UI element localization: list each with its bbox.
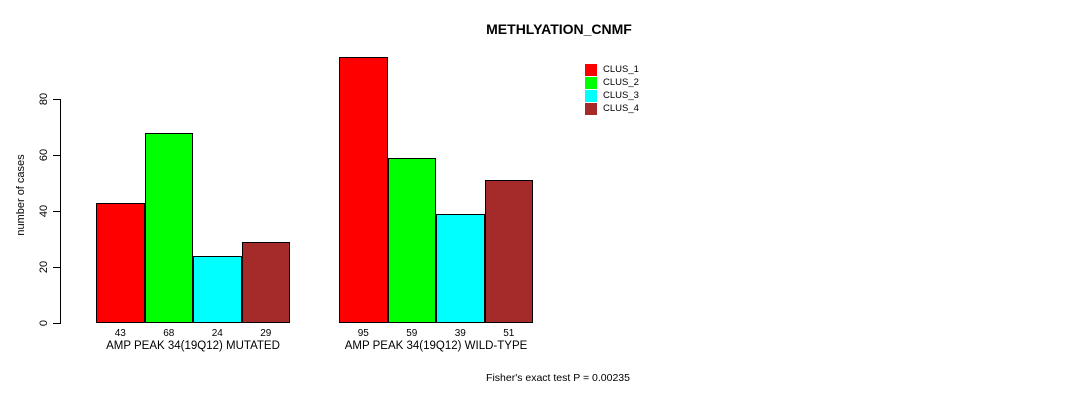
legend-label: CLUS_4 <box>603 103 639 114</box>
bar-value-label: 95 <box>357 328 369 339</box>
x-group-label: AMP PEAK 34(19Q12) MUTATED <box>106 340 280 352</box>
legend-swatch-icon <box>585 89 597 102</box>
legend-item-clus_2: CLUS_2 <box>585 76 639 89</box>
bar-value-label: 51 <box>503 328 515 339</box>
bar-value-label: 59 <box>406 328 418 339</box>
bar-value-label: 24 <box>211 328 223 339</box>
y-axis-tick <box>53 267 60 268</box>
bar-value-label: 39 <box>454 328 466 339</box>
bar-value-label: 29 <box>260 328 272 339</box>
bar-clus_3 <box>193 256 242 323</box>
fisher-test-annotation: Fisher's exact test P = 0.00235 <box>486 372 630 384</box>
bar-clus_3 <box>436 214 485 323</box>
legend-swatch-icon <box>585 76 597 89</box>
y-axis-tick <box>53 99 60 100</box>
legend-label: CLUS_2 <box>603 77 639 88</box>
legend-item-clus_1: CLUS_1 <box>585 63 639 76</box>
y-axis-tick-label: 20 <box>38 260 50 274</box>
legend-item-clus_4: CLUS_4 <box>585 102 639 115</box>
bar-clus_4 <box>484 180 533 323</box>
y-axis-label: number of cases <box>15 154 27 236</box>
y-axis-line <box>60 99 61 324</box>
bar-clus_1 <box>339 57 388 323</box>
y-axis-tick <box>53 323 60 324</box>
legend-label: CLUS_3 <box>603 90 639 101</box>
bar-clus_1 <box>96 203 145 323</box>
bar-clus_2 <box>144 133 193 323</box>
bar-clus_2 <box>387 158 436 323</box>
legend: CLUS_1 CLUS_2 CLUS_3 CLUS_4 <box>585 63 639 115</box>
bar-value-label: 43 <box>114 328 126 339</box>
chart-title: METHLYATION_CNMF <box>486 21 632 37</box>
y-axis-tick-label: 80 <box>38 92 50 106</box>
bar-value-label: 68 <box>163 328 175 339</box>
y-axis-tick-label: 0 <box>38 319 50 327</box>
bar-clus_4 <box>241 242 290 323</box>
y-axis-tick-label: 40 <box>38 204 50 218</box>
x-group-label: AMP PEAK 34(19Q12) WILD-TYPE <box>344 340 528 352</box>
legend-swatch-icon <box>585 63 597 76</box>
legend-item-clus_3: CLUS_3 <box>585 89 639 102</box>
y-axis-tick <box>53 155 60 156</box>
y-axis-tick <box>53 211 60 212</box>
y-axis-tick-label: 60 <box>38 148 50 162</box>
legend-swatch-icon <box>585 102 597 115</box>
legend-label: CLUS_1 <box>603 64 639 75</box>
